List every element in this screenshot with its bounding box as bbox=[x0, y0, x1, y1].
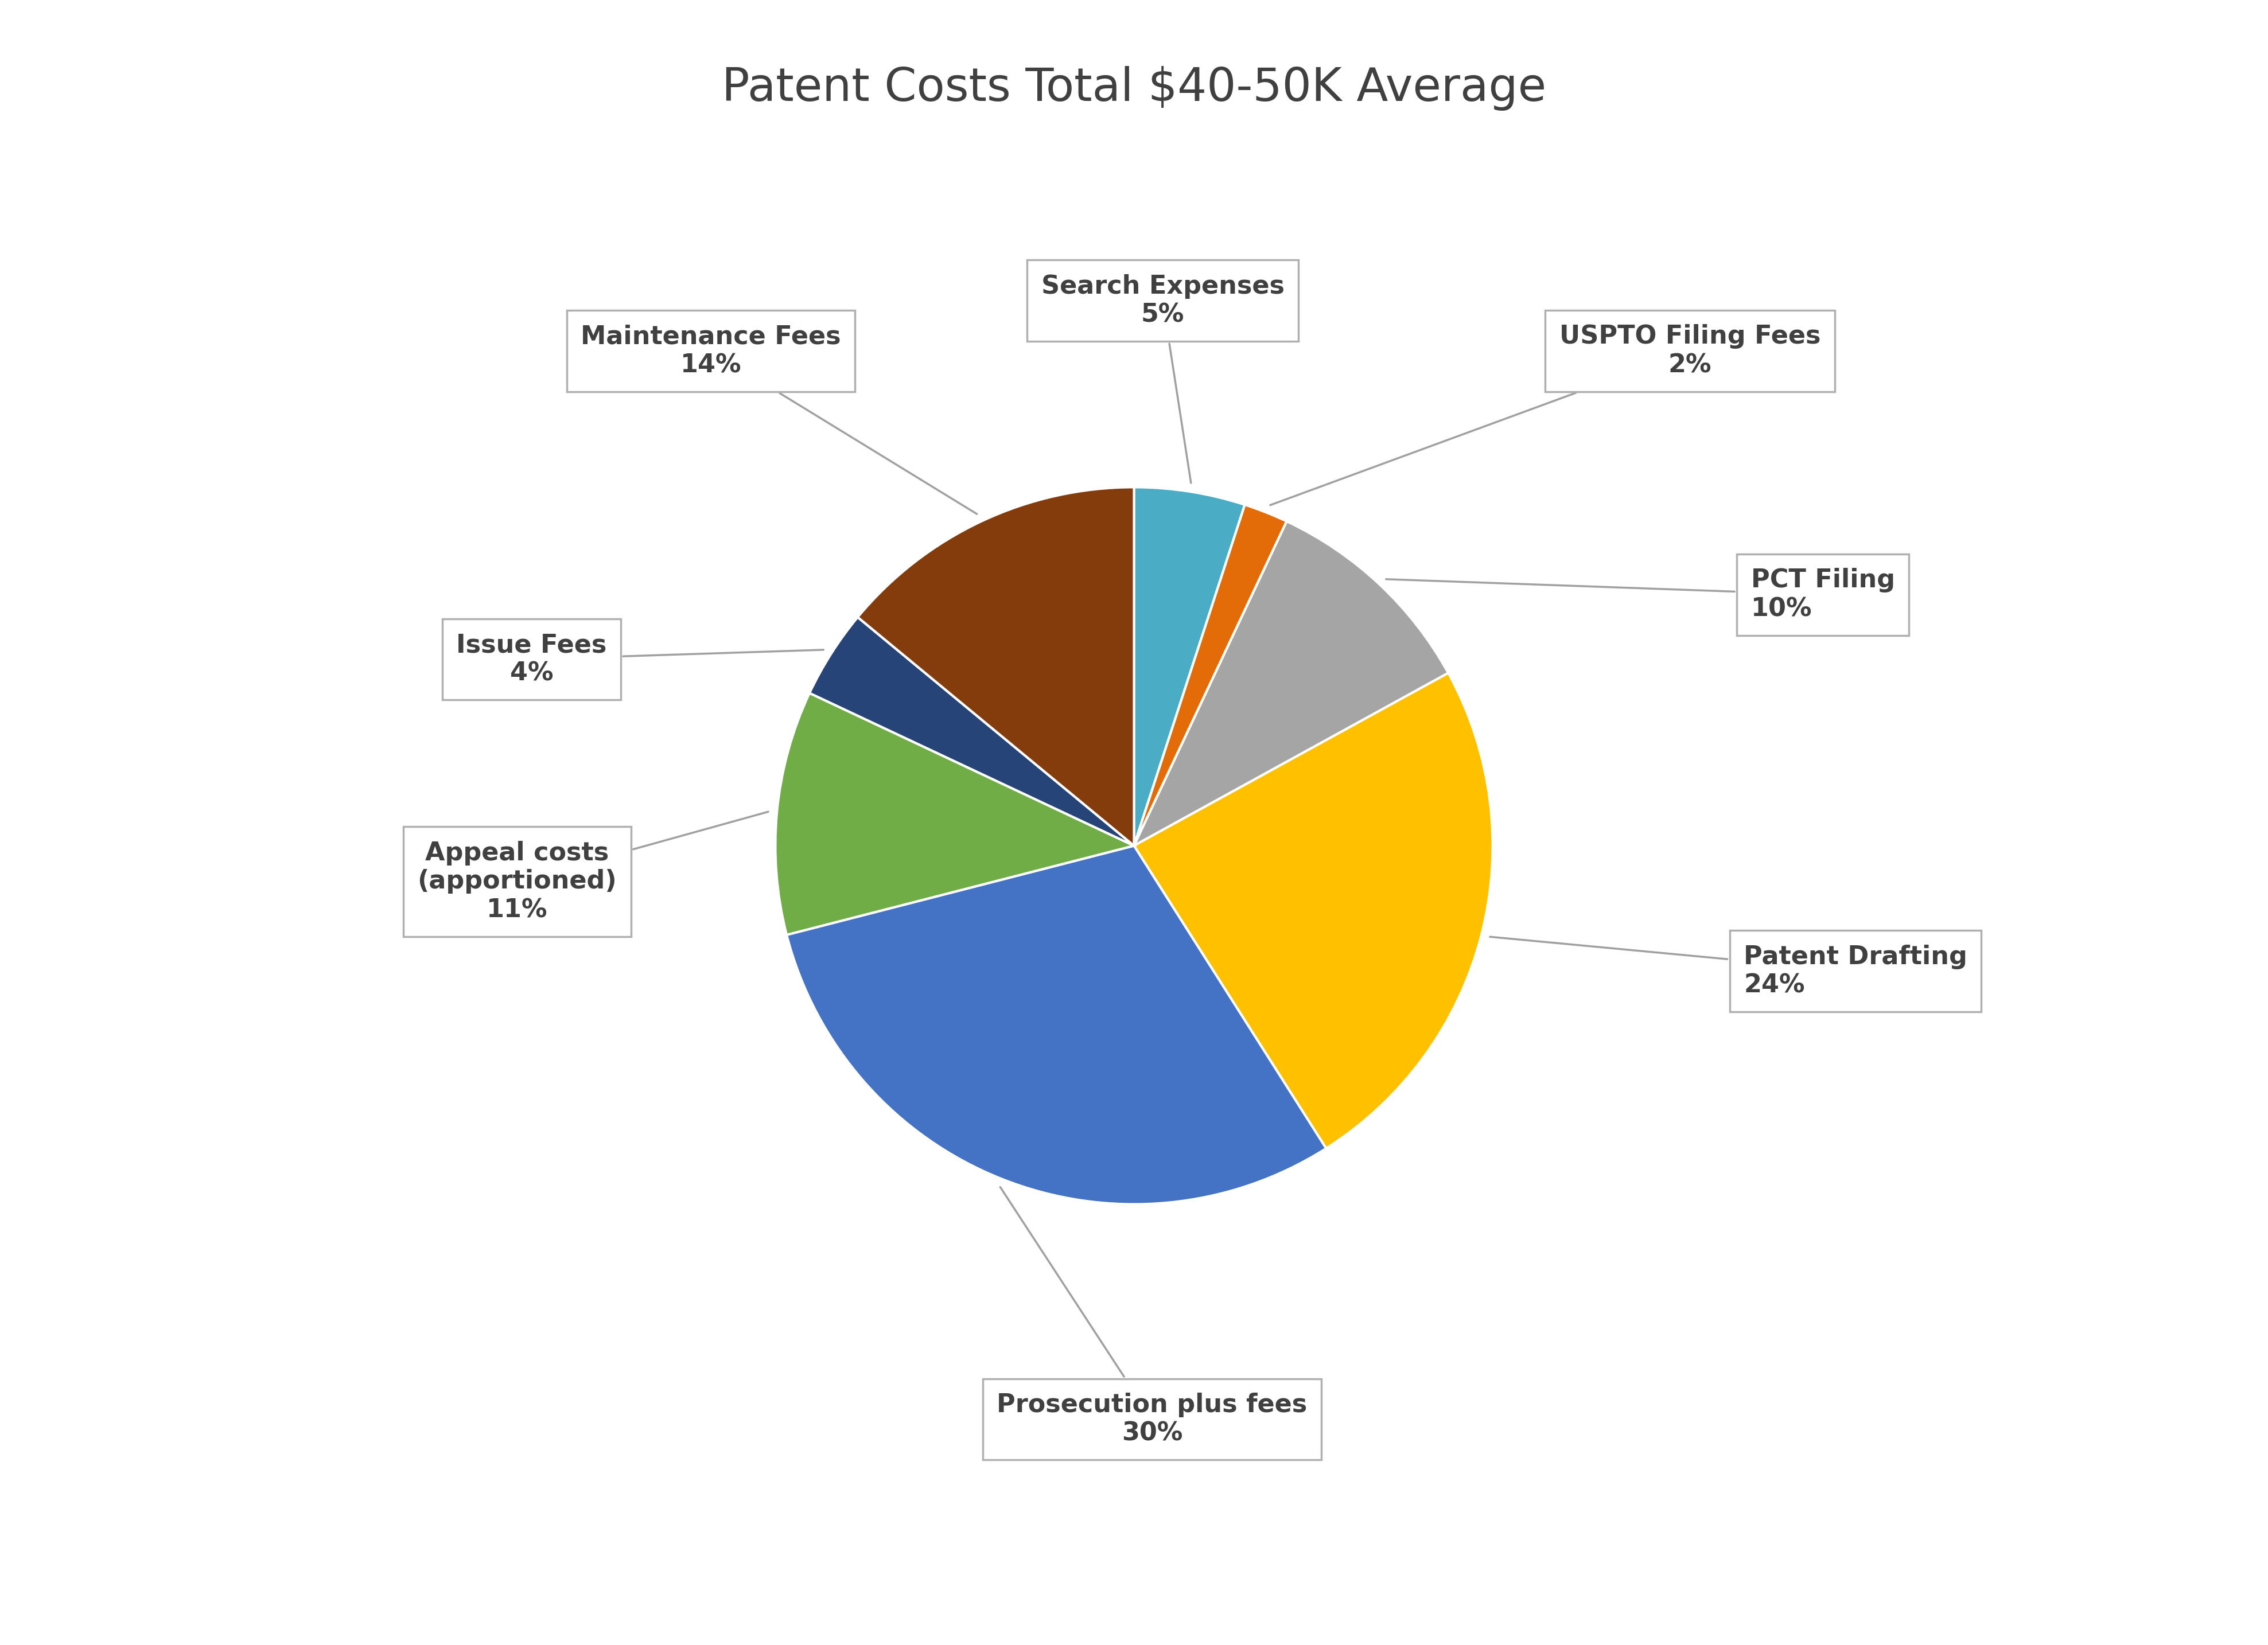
Text: Search Expenses
5%: Search Expenses 5% bbox=[1041, 275, 1284, 484]
Text: Prosecution plus fees
30%: Prosecution plus fees 30% bbox=[996, 1188, 1306, 1446]
Wedge shape bbox=[1134, 487, 1245, 846]
Wedge shape bbox=[1134, 505, 1286, 846]
Wedge shape bbox=[787, 846, 1327, 1204]
Wedge shape bbox=[1134, 521, 1449, 846]
Title: Patent Costs Total $40-50K Average: Patent Costs Total $40-50K Average bbox=[721, 66, 1547, 110]
Text: Issue Fees
4%: Issue Fees 4% bbox=[456, 633, 823, 686]
Text: Maintenance Fees
14%: Maintenance Fees 14% bbox=[581, 324, 978, 513]
Wedge shape bbox=[1134, 673, 1492, 1148]
Text: USPTO Filing Fees
2%: USPTO Filing Fees 2% bbox=[1270, 324, 1821, 505]
Wedge shape bbox=[857, 487, 1134, 846]
Wedge shape bbox=[810, 617, 1134, 846]
Wedge shape bbox=[776, 693, 1134, 934]
Text: Patent Drafting
24%: Patent Drafting 24% bbox=[1490, 936, 1966, 999]
Text: PCT Filing
10%: PCT Filing 10% bbox=[1386, 568, 1896, 622]
Text: Appeal costs
(apportioned)
11%: Appeal costs (apportioned) 11% bbox=[417, 811, 769, 923]
